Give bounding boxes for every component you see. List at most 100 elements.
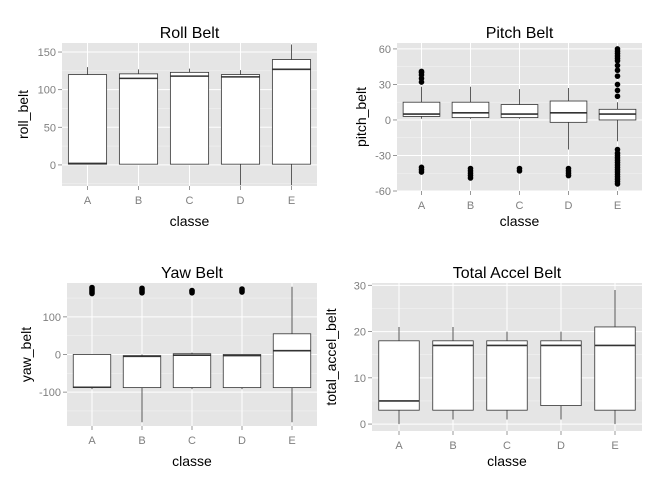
- box-A: [402, 68, 441, 175]
- box-E: [598, 46, 637, 187]
- x-tick-label: A: [84, 195, 92, 207]
- chart-title: Roll Belt: [160, 25, 220, 42]
- x-axis-title: classe: [500, 213, 540, 229]
- box-B: [122, 285, 162, 423]
- iqr-box: [172, 353, 212, 389]
- iqr-box: [402, 101, 441, 117]
- box-D: [222, 286, 262, 390]
- y-tick-label: -30: [375, 150, 391, 162]
- x-tick-label: E: [288, 435, 295, 447]
- chart-title: Pitch Belt: [486, 25, 554, 42]
- y-tick-label: 30: [354, 280, 366, 292]
- x-axis-title: classe: [172, 453, 212, 469]
- y-tick-label: 10: [354, 373, 366, 385]
- y-tick-label: 150: [38, 47, 56, 59]
- y-tick-label: 0: [385, 115, 391, 127]
- y-axis-title: pitch_belt: [353, 87, 369, 147]
- chart-title: Yaw Belt: [161, 265, 224, 282]
- iqr-box: [118, 73, 159, 165]
- iqr-box: [500, 104, 539, 118]
- box-E: [271, 44, 312, 186]
- y-tick-label: 0: [55, 350, 61, 362]
- iqr-box: [169, 71, 210, 165]
- outlier-point: [614, 73, 621, 79]
- x-axis-title: classe: [170, 213, 210, 229]
- box-E: [594, 289, 636, 425]
- box-A: [378, 326, 420, 425]
- iqr-box: [72, 354, 112, 389]
- box-C: [172, 287, 212, 390]
- outlier-point: [467, 175, 474, 181]
- outlier-point: [614, 81, 621, 88]
- y-axis-title: roll_belt: [15, 90, 31, 139]
- box-B: [118, 69, 159, 165]
- x-tick-label: C: [503, 440, 511, 452]
- box-C: [500, 89, 539, 174]
- x-tick-label: D: [557, 440, 565, 452]
- iqr-box: [378, 340, 420, 411]
- yaw-belt-chart: Yaw Belt classe yaw_belt -100 0 100 A B C D E: [18, 265, 317, 469]
- box-D: [220, 70, 261, 186]
- iqr-box: [540, 340, 582, 406]
- y-tick-label: 0: [50, 160, 56, 172]
- y-tick-label: 100: [43, 312, 61, 324]
- y-tick-label: 0: [360, 419, 366, 431]
- x-axis-title: classe: [487, 453, 527, 469]
- y-axis-title: total_accel_belt: [323, 308, 339, 405]
- x-tick-label: A: [395, 440, 403, 452]
- box-B: [451, 86, 490, 181]
- x-tick-label: A: [418, 200, 426, 212]
- x-tick-label: C: [186, 195, 194, 207]
- x-tick-label: C: [516, 200, 524, 212]
- total-accel-belt-chart: Total Accel Belt classe total_accel_belt…: [323, 265, 642, 469]
- y-tick-label: 60: [379, 44, 391, 56]
- outlier-point: [516, 168, 523, 174]
- box-E: [272, 286, 312, 423]
- box-D: [549, 87, 588, 179]
- iqr-box: [220, 74, 261, 165]
- outlier-point: [418, 68, 425, 75]
- x-tick-label: B: [449, 440, 456, 452]
- outlier-point: [189, 287, 195, 294]
- iqr-box: [67, 74, 108, 165]
- x-tick-label: B: [135, 195, 142, 207]
- y-tick-label: 100: [38, 85, 56, 97]
- x-tick-label: D: [565, 200, 573, 212]
- box-D: [540, 331, 582, 420]
- iqr-box: [594, 326, 636, 411]
- outlier-point: [239, 286, 245, 292]
- x-tick-label: A: [88, 435, 96, 447]
- outlier-point: [614, 62, 621, 69]
- iqr-box: [272, 333, 312, 389]
- x-tick-label: B: [467, 200, 474, 212]
- box-C: [169, 68, 210, 165]
- y-tick-label: 20: [354, 327, 366, 339]
- iqr-box: [451, 101, 490, 118]
- outlier-point: [565, 172, 572, 179]
- iqr-box: [271, 59, 312, 165]
- pitch-belt-chart: Pitch Belt classe pitch_belt -60 -30 0 30 60…: [353, 25, 642, 229]
- outlier-point: [614, 87, 621, 94]
- box-A: [72, 284, 112, 390]
- y-axis-title: yaw_belt: [18, 327, 34, 382]
- x-tick-label: B: [138, 435, 145, 447]
- outlier-point: [418, 169, 425, 175]
- box-B: [432, 326, 474, 420]
- iqr-box: [122, 355, 162, 389]
- outlier-point: [614, 67, 621, 74]
- outlier-point: [139, 285, 145, 292]
- chart-title: Total Accel Belt: [453, 265, 562, 282]
- x-tick-label: E: [614, 200, 621, 212]
- outlier-point: [614, 57, 621, 64]
- iqr-box: [486, 340, 528, 411]
- y-tick-label: 50: [44, 122, 56, 134]
- outlier-point: [89, 284, 95, 291]
- y-tick-label: 30: [379, 79, 391, 91]
- y-tick-label: -60: [375, 186, 391, 198]
- iqr-box: [432, 340, 474, 411]
- iqr-box: [222, 354, 262, 389]
- outlier-point: [614, 93, 621, 100]
- x-tick-label: E: [611, 440, 618, 452]
- x-tick-label: C: [188, 435, 196, 447]
